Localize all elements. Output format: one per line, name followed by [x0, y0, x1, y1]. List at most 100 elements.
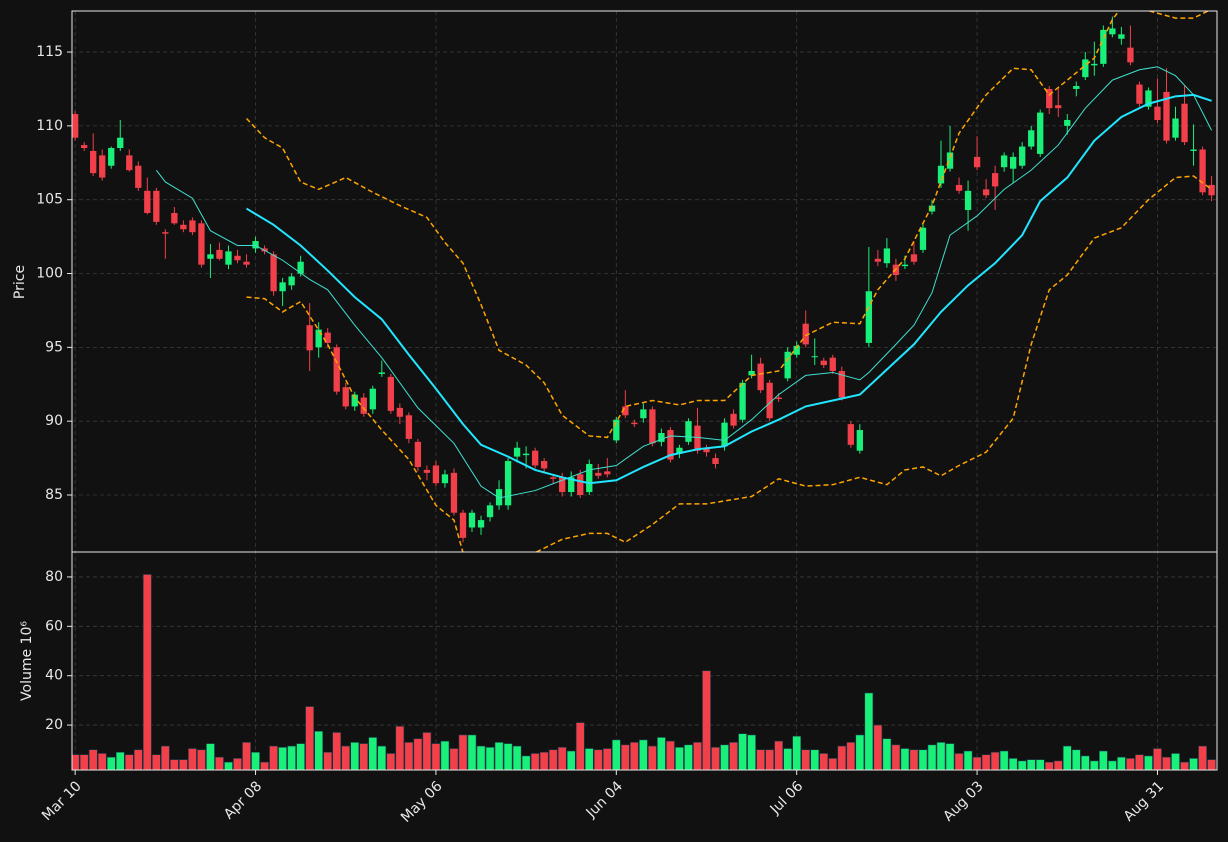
- volume-bar: [783, 748, 793, 770]
- volume-bar: [350, 742, 360, 770]
- candle-body: [351, 394, 358, 407]
- candle-body: [604, 471, 611, 475]
- candle-body: [441, 474, 449, 484]
- candle-body: [162, 232, 169, 234]
- candle-body: [766, 382, 773, 419]
- candle-body: [1145, 90, 1152, 107]
- candle-body: [387, 376, 394, 411]
- candle-body: [90, 150, 97, 174]
- candle-body: [207, 254, 214, 259]
- candle-body: [450, 472, 458, 513]
- volume-bar: [864, 692, 874, 770]
- volume-bar: [296, 743, 305, 770]
- candle-body: [396, 407, 404, 417]
- candle-body: [658, 432, 665, 442]
- candle-body: [279, 282, 286, 292]
- volume-bar: [548, 749, 558, 770]
- candle-body: [613, 419, 620, 441]
- volume-axis-label: Volume 10⁶: [19, 621, 35, 701]
- candle-body: [919, 227, 927, 250]
- candle-body: [739, 382, 746, 420]
- candle-body: [1109, 28, 1116, 35]
- volume-bar: [629, 742, 639, 770]
- candle-body: [135, 165, 142, 188]
- candle-body: [928, 205, 936, 212]
- volume-bar: [260, 761, 269, 770]
- candle-body: [775, 397, 782, 400]
- volume-bar: [1098, 750, 1108, 770]
- volume-bar: [837, 745, 847, 770]
- candle-body: [198, 223, 205, 265]
- volume-bar: [990, 751, 1000, 770]
- volume-bar: [1162, 756, 1171, 770]
- candle-body: [216, 249, 223, 259]
- volume-bar: [810, 749, 820, 770]
- volume-bar: [242, 742, 251, 770]
- candle-body: [856, 430, 863, 451]
- y-tick-label: 20: [45, 717, 63, 733]
- volume-bar: [530, 753, 540, 770]
- volume-bar: [927, 744, 937, 770]
- candle-body: [1091, 63, 1098, 66]
- candle-body: [1163, 91, 1170, 141]
- price-panel: [72, 11, 1215, 552]
- volume-bar: [449, 748, 459, 770]
- candle-body: [180, 224, 187, 230]
- volume-bar: [278, 746, 287, 770]
- overlay-line: [245, 11, 1210, 439]
- candle-body: [811, 356, 818, 358]
- volume-bar: [476, 745, 486, 770]
- volume-bar: [1207, 759, 1216, 770]
- volume-bar: [846, 742, 856, 770]
- volume-bar: [882, 738, 892, 770]
- price-axis-label: Price: [12, 265, 28, 299]
- candle-body: [153, 190, 160, 222]
- volume-bar: [314, 730, 324, 770]
- candle-body: [748, 370, 755, 376]
- candle-body: [486, 505, 494, 518]
- candle-body: [874, 258, 882, 262]
- volume-bar: [620, 744, 630, 770]
- candle-body: [99, 155, 106, 178]
- candle-body: [414, 441, 422, 467]
- volume-bar: [774, 740, 784, 770]
- candle-body: [1127, 47, 1134, 63]
- candle-body: [694, 425, 701, 451]
- candle-body: [360, 397, 367, 414]
- volume-bar: [1144, 755, 1153, 770]
- volume-bar: [1180, 761, 1189, 770]
- volume-bar: [332, 732, 342, 770]
- candle-body: [1208, 184, 1215, 196]
- volume-bar: [611, 739, 621, 770]
- volume-bar: [1026, 759, 1036, 770]
- candle-body: [712, 458, 719, 464]
- candle-body: [550, 477, 557, 479]
- volume-bar: [97, 753, 107, 770]
- candle-body: [829, 357, 836, 371]
- candle-body: [378, 372, 385, 374]
- overlay-line: [246, 93, 1212, 485]
- overlay-line: [155, 66, 1213, 499]
- volume-bar: [1062, 745, 1072, 770]
- candle-body: [252, 241, 259, 249]
- volume-bar: [1008, 758, 1018, 770]
- volume-bar: [323, 751, 333, 770]
- volume-bar: [151, 754, 161, 770]
- candle-body: [703, 447, 710, 453]
- volume-bar: [188, 748, 197, 770]
- overlay-line: [246, 175, 1213, 552]
- candle-body: [1181, 103, 1188, 143]
- candle-body: [982, 189, 990, 196]
- candle-body: [1118, 34, 1125, 39]
- candle-body: [640, 409, 647, 419]
- candle-body: [1082, 59, 1089, 78]
- volume-bar: [215, 756, 224, 770]
- y-tick-label: 115: [36, 44, 63, 60]
- volume-bar: [160, 745, 170, 770]
- volume-bar: [88, 749, 98, 770]
- candle-body: [288, 276, 295, 286]
- volume-bar: [440, 740, 450, 770]
- candle-body: [559, 477, 566, 493]
- y-tick-label: 110: [36, 118, 63, 134]
- volume-bar: [368, 737, 378, 770]
